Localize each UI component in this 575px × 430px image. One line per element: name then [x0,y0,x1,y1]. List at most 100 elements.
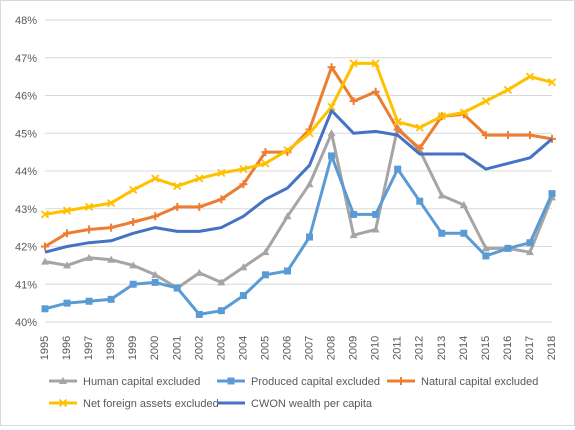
data-point [503,131,512,140]
data-point [371,225,380,233]
legend-item: Net foreign assets excluded [49,398,219,410]
data-point [459,200,468,208]
data-point [481,131,490,140]
data-point [63,229,72,238]
data-point [107,295,115,303]
data-point [437,191,446,199]
data-point [393,125,402,134]
series-2 [41,152,556,318]
data-point [459,108,468,117]
legend-label: CWON wealth per capita [251,398,373,410]
data-point [327,129,336,137]
data-point [239,164,248,174]
x-tick-label: 2010 [370,336,382,360]
data-point [106,198,116,208]
x-tick-label: 1995 [39,336,51,360]
data-point [349,59,358,68]
data-point [327,102,336,111]
x-tick-label: 2002 [193,336,205,360]
x-tick-label: 2012 [414,336,426,360]
data-point [261,159,270,168]
data-point [415,144,424,153]
data-point [261,148,270,157]
series-line [44,126,554,290]
y-tick-label: 41% [15,279,37,291]
data-point [151,278,159,286]
x-tick-label: 2008 [326,336,338,360]
series-lines [40,59,557,318]
data-point [397,377,405,385]
x-tick-label: 2000 [149,336,161,360]
data-point [173,181,182,191]
series-1 [41,123,556,292]
x-tick-label: 2003 [215,336,227,360]
data-point [217,168,226,178]
y-tick-label: 46% [15,91,37,103]
data-point [415,123,424,132]
data-point [438,229,446,237]
x-tick-label: 2015 [480,336,492,360]
x-tick-label: 1999 [127,336,139,360]
y-tick-label: 40% [15,317,37,329]
data-point [41,242,49,251]
data-point [129,280,137,288]
data-point [349,97,358,106]
data-point [460,229,468,237]
x-tick-label: 2007 [304,336,316,360]
data-point [195,202,204,211]
data-point [59,377,67,384]
data-point [62,206,72,215]
data-point [217,195,226,204]
data-point [217,278,226,286]
data-point [283,212,292,220]
x-axis-tick-labels: 1995 1996 1997 1998 1999 2000 2001 2002 2003 2004… [39,336,558,360]
x-tick-label: 2009 [348,336,360,360]
x-tick-label: 2006 [281,336,293,360]
x-tick-label: 2004 [237,336,249,360]
data-point [350,210,358,218]
data-point [173,284,181,292]
data-point [84,202,94,211]
data-point [151,174,160,183]
data-point [283,267,291,275]
data-point [394,165,402,173]
x-tick-label: 2013 [436,336,448,360]
data-point [261,271,269,279]
data-point [371,87,380,96]
data-point [239,263,248,271]
x-tick-label: 1998 [105,336,117,360]
data-point [151,212,160,221]
data-point [151,270,160,278]
data-point [58,398,68,408]
data-point [305,129,314,138]
data-point [63,299,71,307]
x-tick-label: 2011 [392,336,404,360]
data-point [503,85,513,94]
data-point [481,97,491,106]
y-tick-label: 43% [15,204,37,216]
data-point [107,255,116,263]
y-tick-label: 42% [15,242,37,254]
series-line [44,61,553,216]
data-point [525,131,534,140]
data-point [217,307,225,315]
data-point [85,297,93,305]
data-point [482,252,490,260]
data-point [129,261,138,269]
data-point [437,112,446,121]
legend-item: Produced capital excluded [217,376,380,388]
data-point [283,146,292,155]
data-point [372,210,380,218]
x-tick-label: 2016 [502,336,514,360]
y-tick-label: 48% [15,15,37,27]
data-point [129,185,138,195]
data-point [328,152,336,160]
data-point [195,174,204,183]
y-axis-tick-labels: 40% 41% 42% 43% 44% 45% 46% 47% 48% [15,15,37,329]
data-point [393,117,402,127]
data-point [371,59,380,68]
data-point [195,310,203,318]
data-point [239,180,248,189]
